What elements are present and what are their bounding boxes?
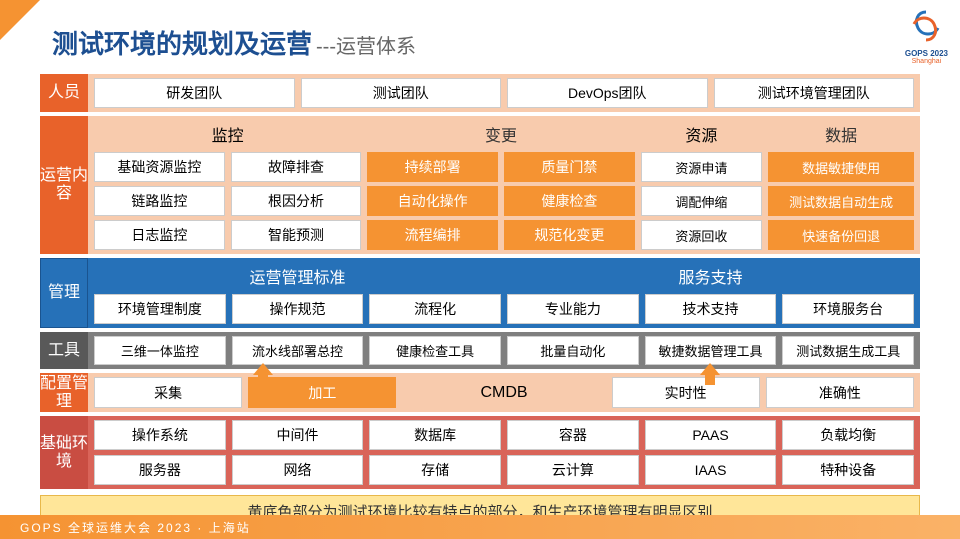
cell: 运营管理标准环境管理制度操作规范流程化 bbox=[94, 262, 501, 324]
cell: 数据敏捷使用 bbox=[768, 152, 914, 182]
cell: 资源申请调配伸缩资源回收 bbox=[641, 152, 763, 250]
cell: 变更 bbox=[367, 120, 634, 148]
cell: 网络 bbox=[232, 455, 364, 485]
cell: 专业能力 bbox=[507, 294, 639, 324]
cell: 批量自动化 bbox=[507, 336, 639, 365]
cell: 流程化 bbox=[369, 294, 501, 324]
row-ops: 运营内容 监控基础资源监控链路监控日志监控故障排查根因分析智能预测变更持续部署自… bbox=[40, 116, 920, 254]
cell: 准确性 bbox=[766, 377, 914, 408]
cell: 敏捷数据管理工具 bbox=[645, 336, 777, 365]
cell: DevOps团队 bbox=[507, 78, 708, 108]
label-env: 基础环境 bbox=[40, 416, 88, 489]
row-people: 人员 研发团队测试团队DevOps团队测试环境管理团队 bbox=[40, 74, 920, 112]
cell: 三维一体监控 bbox=[94, 336, 226, 365]
cell: IAAS bbox=[645, 455, 777, 485]
cell: 规范化变更 bbox=[504, 220, 635, 250]
cell: 链路监控 bbox=[94, 186, 225, 216]
cell: 操作规范 bbox=[232, 294, 364, 324]
cell: PAAS bbox=[645, 420, 777, 450]
cell: 数据库 bbox=[369, 420, 501, 450]
cell: 中间件 bbox=[232, 420, 364, 450]
cell: 智能预测 bbox=[231, 220, 362, 250]
cell: 服务支持 bbox=[507, 262, 914, 290]
cell: 质量门禁 bbox=[504, 152, 635, 182]
corner-triangle bbox=[0, 0, 40, 40]
page-title: 测试环境的规划及运营 ---运营体系 bbox=[52, 24, 416, 61]
cell: 日志监控 bbox=[94, 220, 225, 250]
row-tool: 工具 三维一体监控流水线部署总控健康检查工具批量自动化敏捷数据管理工具测试数据生… bbox=[40, 332, 920, 369]
cell: 故障排查 bbox=[231, 152, 362, 182]
logo: GOPS 2023 Shanghai bbox=[905, 8, 948, 65]
cell: 资源申请 bbox=[641, 152, 763, 182]
cell: 基础资源监控链路监控日志监控 bbox=[94, 152, 225, 250]
cell: 操作系统 bbox=[94, 420, 226, 450]
cell: 数据数据敏捷使用测试数据自动生成快速备份回退 bbox=[768, 120, 914, 250]
cell: 流程编排 bbox=[367, 220, 498, 250]
cell: 实时性 bbox=[612, 377, 760, 408]
cell: 存储 bbox=[369, 455, 501, 485]
cell: 特种设备 bbox=[782, 455, 914, 485]
cell: 根因分析 bbox=[231, 186, 362, 216]
cell: 监控基础资源监控链路监控日志监控故障排查根因分析智能预测 bbox=[94, 120, 361, 250]
label-tool: 工具 bbox=[40, 332, 88, 369]
title-main: 测试环境的规划及运营 bbox=[52, 24, 312, 61]
cell: 变更持续部署自动化操作流程编排质量门禁健康检查规范化变更 bbox=[367, 120, 634, 250]
cell: 资源 bbox=[641, 120, 763, 148]
cell: 服务支持专业能力技术支持环境服务台 bbox=[507, 262, 914, 324]
cell: 调配伸缩 bbox=[641, 186, 763, 216]
cell: 环境管理制度操作规范流程化 bbox=[94, 294, 501, 324]
footer: GOPS 全球运维大会 2023 · 上海站 bbox=[0, 515, 960, 539]
cell: 云计算 bbox=[507, 455, 639, 485]
cell: 快速备份回退 bbox=[768, 220, 914, 250]
label-people: 人员 bbox=[40, 74, 88, 112]
arrow-up-2 bbox=[700, 363, 720, 375]
row-mgmt: 管理 运营管理标准环境管理制度操作规范流程化服务支持专业能力技术支持环境服务台 bbox=[40, 258, 920, 328]
label-cfg: 配置管理 bbox=[40, 373, 88, 412]
cell: 健康检查工具 bbox=[369, 336, 501, 365]
logo-sub: Shanghai bbox=[905, 58, 948, 65]
cell: 基础资源监控 bbox=[94, 152, 225, 182]
cell: 基础资源监控链路监控日志监控故障排查根因分析智能预测 bbox=[94, 152, 361, 250]
title-sub: ---运营体系 bbox=[316, 30, 416, 59]
cell: 环境管理制度 bbox=[94, 294, 226, 324]
cell: 容器 bbox=[507, 420, 639, 450]
cell: 采集 bbox=[94, 377, 242, 408]
cell: 测试环境管理团队 bbox=[714, 78, 915, 108]
arrow-up-1 bbox=[253, 363, 273, 375]
cell: 加工 bbox=[248, 377, 396, 408]
row-env: 基础环境 操作系统中间件数据库容器PAAS负载均衡 服务器网络存储云计算IAAS… bbox=[40, 416, 920, 489]
row-cfg: 配置管理 采集加工CMDB实时性准确性 bbox=[40, 373, 920, 412]
cell: 负载均衡 bbox=[782, 420, 914, 450]
cell: 测试数据生成工具 bbox=[782, 336, 914, 365]
label-ops: 运营内容 bbox=[40, 116, 88, 254]
cell: 资源回收 bbox=[641, 220, 763, 250]
cell: 数据 bbox=[768, 120, 914, 148]
cell: 健康检查 bbox=[504, 186, 635, 216]
cell: 测试数据自动生成 bbox=[768, 186, 914, 216]
cell: 技术支持 bbox=[645, 294, 777, 324]
cell: 环境服务台 bbox=[782, 294, 914, 324]
diagram: 人员 研发团队测试团队DevOps团队测试环境管理团队 运营内容 监控基础资源监… bbox=[40, 74, 920, 528]
cell: 服务器 bbox=[94, 455, 226, 485]
cell: 自动化操作 bbox=[367, 186, 498, 216]
label-mgmt: 管理 bbox=[40, 258, 88, 328]
cell: 故障排查根因分析智能预测 bbox=[231, 152, 362, 250]
cell: 资源资源申请调配伸缩资源回收 bbox=[641, 120, 763, 250]
cell: 质量门禁健康检查规范化变更 bbox=[504, 152, 635, 250]
cell: 数据敏捷使用测试数据自动生成快速备份回退 bbox=[768, 152, 914, 250]
logo-text: GOPS 2023 bbox=[905, 49, 948, 58]
cell: 监控 bbox=[94, 120, 361, 148]
cell: 持续部署自动化操作流程编排 bbox=[367, 152, 498, 250]
cell: 测试团队 bbox=[301, 78, 502, 108]
cell: 专业能力技术支持环境服务台 bbox=[507, 294, 914, 324]
cell: CMDB bbox=[402, 377, 605, 408]
cell: 研发团队 bbox=[94, 78, 295, 108]
cell: 运营管理标准 bbox=[94, 262, 501, 290]
cell: 持续部署 bbox=[367, 152, 498, 182]
cell: 数据敏捷使用测试数据自动生成快速备份回退 bbox=[768, 152, 914, 250]
cell: 资源申请调配伸缩资源回收 bbox=[641, 152, 763, 250]
cell: 持续部署自动化操作流程编排质量门禁健康检查规范化变更 bbox=[367, 152, 634, 250]
cell: 流水线部署总控 bbox=[232, 336, 364, 365]
